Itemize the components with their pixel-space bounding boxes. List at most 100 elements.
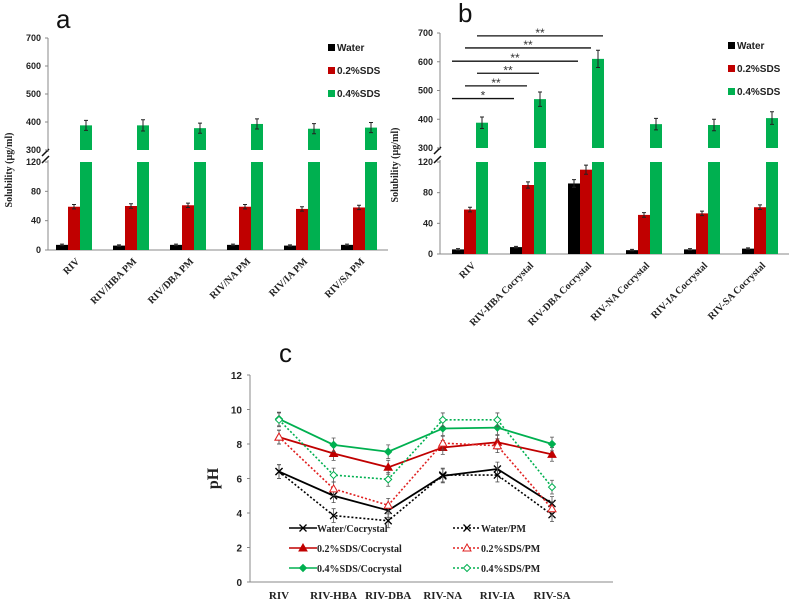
marker-diamond — [329, 470, 338, 480]
marker-x — [299, 524, 307, 532]
x-tick-label: RIV-DBA Cocrystal — [526, 260, 594, 328]
marker-diamond — [462, 563, 472, 573]
error-bar — [654, 117, 658, 131]
bar-lower — [137, 162, 149, 250]
bar — [522, 185, 534, 254]
marker-x — [275, 467, 283, 476]
legend-swatch — [328, 44, 335, 51]
bar-lower — [251, 162, 263, 250]
bar — [194, 128, 206, 150]
series-line — [278, 470, 553, 522]
error-bar — [288, 244, 292, 247]
bar — [754, 207, 766, 254]
error-bar — [186, 202, 190, 208]
bar — [592, 58, 604, 148]
bar — [125, 206, 137, 250]
y-tick-label: 300 — [26, 145, 41, 155]
marker-triangle — [328, 483, 339, 493]
error-bar — [630, 248, 634, 252]
x-tick-label: RIV-DBA — [365, 590, 411, 600]
error-bar — [198, 122, 202, 134]
error-bar — [84, 119, 88, 131]
series-line — [278, 419, 553, 488]
legend-label: 0.2%SDS — [737, 64, 781, 75]
marker-triangle — [383, 500, 394, 509]
y-tick-label: 2 — [236, 544, 242, 555]
bar-lower — [80, 162, 92, 250]
y-axis-title: Solubility (µg/ml) — [390, 128, 401, 203]
y-tick-label: 80 — [31, 186, 41, 196]
marker-diamond — [383, 447, 393, 456]
legend-swatch — [728, 88, 735, 95]
bar — [568, 183, 580, 254]
bar-lower — [365, 162, 377, 250]
legend-swatch — [728, 42, 735, 49]
x-tick-label: RIV-IA Cocrystal — [649, 260, 710, 321]
marker-diamond — [547, 439, 557, 449]
error-bar — [312, 123, 316, 135]
y-tick-label: 10 — [231, 406, 243, 417]
legend-label: Water — [337, 43, 365, 54]
bar-lower — [534, 162, 546, 254]
y-tick-label: 120 — [26, 157, 41, 167]
axis-break-gap — [436, 150, 444, 160]
significance-label: * — [481, 89, 486, 103]
error-bar — [480, 116, 484, 129]
bar-lower — [476, 162, 488, 254]
error-bar — [117, 244, 121, 247]
bar — [696, 213, 708, 254]
legend-label: Water/PM — [481, 524, 527, 535]
marker-triangle — [462, 542, 472, 552]
error-bar — [596, 49, 600, 68]
significance-label: ** — [535, 26, 545, 40]
y-tick-label: 600 — [26, 61, 41, 71]
bar — [284, 245, 296, 250]
bar — [251, 123, 263, 150]
error-bar — [369, 122, 373, 134]
x-tick-label: RIV-SA — [533, 590, 570, 600]
error-bar — [700, 210, 704, 217]
bar — [56, 244, 68, 250]
bar — [227, 244, 239, 250]
series-line — [278, 436, 553, 469]
y-tick-label: 8 — [236, 440, 242, 451]
error-bar — [231, 243, 235, 247]
legend-swatch — [328, 90, 335, 97]
x-tick-label: RIV/IA PM — [267, 256, 310, 299]
y-tick-label: 600 — [418, 57, 433, 67]
y-tick-label: 0 — [36, 245, 41, 255]
x-tick-label: RIV-NA — [423, 590, 462, 600]
error-bar — [300, 206, 304, 212]
x-tick-label: RIV/SA PM — [323, 256, 368, 301]
marker-x — [329, 511, 338, 520]
error-bar — [72, 204, 76, 210]
x-tick-label: RIV — [457, 260, 478, 281]
error-bar — [345, 243, 349, 247]
error-bar — [243, 204, 247, 210]
bar — [452, 249, 464, 254]
marker-x — [438, 471, 447, 480]
x-tick-label: RIV/DBA PM — [146, 256, 196, 306]
significance-label: ** — [510, 51, 520, 65]
bar-lower — [650, 162, 662, 254]
y-tick-label: 500 — [26, 89, 41, 99]
legend-label: 0.4%SDS — [737, 87, 781, 98]
x-tick-label: RIV-HBA — [310, 590, 357, 600]
marker-diamond — [329, 440, 338, 450]
error-bar — [758, 204, 762, 211]
marker-diamond — [274, 415, 284, 425]
marker-triangle — [383, 462, 394, 471]
bar — [766, 118, 778, 148]
bar — [650, 124, 662, 148]
y-tick-label: 400 — [418, 114, 433, 124]
y-tick-label: 0 — [428, 249, 433, 259]
bar — [80, 125, 92, 150]
bar-lower — [708, 162, 720, 254]
x-tick-label: RIV — [61, 256, 82, 277]
marker-diamond — [383, 475, 393, 484]
y-tick-label: 0 — [236, 578, 242, 589]
bar — [296, 208, 308, 250]
marker-triangle — [547, 503, 557, 513]
marker-diamond — [493, 423, 502, 432]
bar-lower — [308, 162, 320, 250]
